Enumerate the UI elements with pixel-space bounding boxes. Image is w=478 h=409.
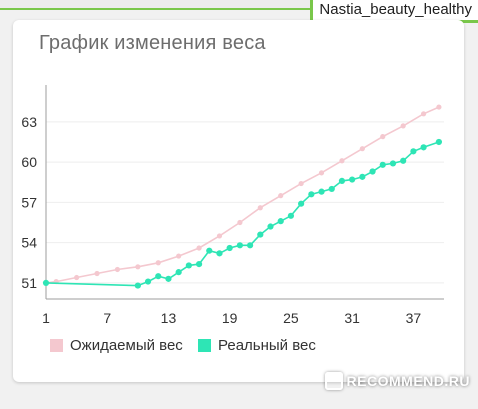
data-point-actual (247, 242, 254, 249)
data-point-actual (389, 160, 397, 167)
data-point-expected (359, 146, 365, 152)
data-point-actual (236, 242, 243, 249)
series-line-expected (45, 106, 440, 284)
data-point-actual (277, 218, 284, 225)
chart-card: График изменения веса 51 54 57 60 63 1 7 13 19 2… (13, 20, 464, 382)
watermark-site: RECOMMEND.RU (324, 372, 470, 390)
data-point-expected (400, 123, 406, 129)
chart-title: График изменения веса (39, 32, 266, 54)
data-point-expected (135, 264, 141, 270)
data-point-expected (298, 180, 304, 187)
data-point-actual (185, 262, 192, 269)
data-point-actual (155, 273, 162, 280)
data-point-expected (339, 158, 345, 164)
data-point-actual (175, 269, 182, 276)
series-layer (42, 104, 442, 289)
data-point-actual (257, 231, 264, 238)
data-point-expected (318, 170, 325, 176)
data-point-expected (114, 266, 121, 273)
data-point-actual (165, 275, 172, 282)
data-point-actual (226, 244, 233, 252)
y-axis-labels: 51 54 57 60 63 (21, 114, 37, 291)
grid-lines (45, 85, 444, 300)
recommend-logo-icon (324, 372, 343, 390)
data-point-expected (237, 219, 243, 226)
data-point-expected (94, 270, 100, 277)
data-point-expected (74, 274, 80, 281)
data-point-actual (379, 161, 386, 168)
data-point-actual (328, 185, 335, 193)
data-point-actual (206, 247, 213, 254)
data-point-actual (338, 177, 346, 184)
x-tick-label: 13 (161, 310, 177, 326)
data-point-actual (349, 176, 356, 183)
data-point-actual (420, 144, 427, 151)
x-tick-label: 31 (344, 310, 360, 326)
y-tick-label: 63 (21, 114, 37, 130)
legend-label-expected: Ожидаемый вес (70, 337, 183, 354)
data-point-actual (308, 191, 315, 198)
data-point-actual (400, 157, 407, 164)
y-tick-label: 57 (21, 194, 37, 210)
data-point-expected (436, 104, 442, 110)
data-point-expected (196, 245, 202, 251)
data-point-actual (134, 282, 141, 289)
x-tick-label: 25 (283, 310, 299, 326)
x-tick-label: 1 (42, 310, 50, 326)
data-point-expected (278, 193, 284, 199)
legend-swatch-expected (50, 339, 63, 352)
data-point-actual (42, 279, 50, 286)
y-tick-label: 54 (21, 235, 37, 251)
top-strip (0, 0, 478, 10)
data-point-expected (216, 233, 223, 239)
data-point-expected (257, 205, 263, 211)
x-tick-label: 37 (406, 310, 422, 326)
data-point-actual (267, 223, 274, 230)
legend-label-actual: Реальный вес (218, 337, 316, 354)
y-tick-label: 60 (21, 154, 37, 170)
header-accent-line (0, 8, 478, 10)
legend-swatch-actual (198, 339, 211, 352)
data-point-actual (195, 261, 203, 268)
watermark-site-label: RECOMMEND.RU (346, 373, 470, 389)
x-tick-label: 19 (222, 310, 238, 326)
data-point-actual (216, 250, 223, 257)
data-point-actual (298, 200, 305, 207)
data-point-expected (380, 134, 386, 140)
x-axis-labels: 1 7 13 19 25 31 37 (42, 310, 421, 326)
data-point-actual (369, 168, 376, 175)
data-point-expected (155, 260, 161, 266)
weight-chart: 51 54 57 60 63 1 7 13 19 25 31 37 (21, 85, 444, 326)
data-point-expected (176, 253, 182, 259)
data-point-expected (420, 111, 427, 117)
data-point-actual (359, 173, 366, 180)
data-point-actual (318, 188, 325, 195)
data-point-actual (435, 138, 442, 146)
x-tick-label: 7 (103, 310, 111, 326)
data-point-actual (144, 278, 152, 285)
y-tick-label: 51 (21, 275, 37, 291)
data-point-actual (287, 212, 295, 219)
data-point-actual (410, 148, 417, 155)
